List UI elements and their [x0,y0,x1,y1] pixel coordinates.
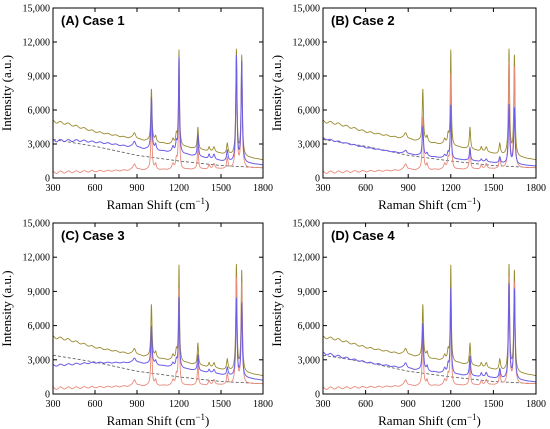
plot-frame [322,222,537,395]
x-tick-label: 1800 [526,183,546,194]
x-tick-label: 600 [358,399,373,410]
x-axis-title: Raman Shift (cm−1) [378,196,481,212]
y-axis-title: Intensity (a.u.) [269,55,284,131]
panel-3: 300 600 900 1200 1500 1800 0 3,000 6,000 9,000 12,… [0,219,273,429]
series-raw-line [323,48,536,161]
y-tick-label: 12,000 [293,253,321,264]
series-processed-line [323,103,536,167]
y-tick-label: 9,000 [298,287,321,298]
x-axis-title: Raman Shift (cm−1) [107,196,210,212]
x-tick-label: 900 [130,399,145,410]
panel-title: (B) Case 2 [331,13,395,28]
y-tick-label: 0 [45,390,50,401]
series-reference-line [323,276,536,390]
series-baseline-line [323,139,536,169]
series-raw-line [53,263,263,377]
x-tick-label: 1200 [169,183,189,194]
y-tick-label: 6,000 [298,106,321,117]
series-processed-line [53,55,263,166]
plot-frame [52,222,264,395]
plot-area [323,48,536,174]
y-tick-label: 15,000 [293,219,321,230]
series-processed-line [323,283,536,383]
y-axis-title: Intensity (a.u.) [269,270,284,346]
series-raw-line [323,263,536,377]
panel-title: (A) Case 1 [61,13,125,28]
x-tick-label: 600 [88,399,103,410]
y-tick-label: 3,000 [28,140,51,151]
series-reference-line [323,61,536,174]
x-tick-label: 300 [46,183,61,194]
y-tick-label: 12,000 [293,38,321,49]
y-axis-title: Intensity (a.u.) [0,55,14,131]
x-tick-label: 900 [401,183,416,194]
y-tick-label: 3,000 [28,355,51,366]
y-axis-title: Intensity (a.u.) [0,270,14,346]
y-tick-label: 12,000 [23,253,51,264]
x-axis-title: Raman Shift (cm−1) [107,412,210,428]
series-baseline-line [53,354,263,385]
y-tick-label: 6,000 [298,321,321,332]
y-tick-label: 15,000 [293,4,321,15]
y-tick-label: 0 [315,174,320,185]
plot-area [53,48,263,174]
x-tick-label: 900 [401,399,416,410]
x-tick-label: 1800 [253,183,273,194]
y-tick-label: 9,000 [28,72,51,83]
y-tick-label: 3,000 [298,140,321,151]
panel-4: 300 600 900 1200 1500 1800 0 3,000 6,000 9,000 12,… [269,219,546,429]
x-tick-label: 600 [88,183,103,194]
x-tick-label: 1500 [211,399,231,410]
x-axis-title: Raman Shift (cm−1) [378,412,481,428]
x-tick-label: 600 [358,183,373,194]
y-tick-label: 9,000 [28,287,51,298]
series-processed-line [53,296,263,381]
y-tick-label: 9,000 [298,72,321,83]
series-reference-line [53,61,263,174]
x-tick-label: 300 [316,399,331,410]
panel-1: 300 600 900 1200 1500 1800 0 3,000 6,000 9,000 12,… [0,4,273,213]
x-tick-label: 1500 [211,183,231,194]
x-tick-label: 300 [46,399,61,410]
series-baseline-line [53,139,263,169]
y-tick-label: 0 [45,174,50,185]
x-tick-label: 1200 [169,399,189,410]
y-tick-label: 15,000 [23,219,51,230]
x-tick-label: 1500 [483,183,503,194]
x-tick-label: 1500 [483,399,503,410]
x-tick-label: 300 [316,183,331,194]
panel-title: (D) Case 4 [331,228,395,243]
x-tick-label: 900 [130,183,145,194]
series-reference-line [53,276,263,390]
panel-title: (C) Case 3 [61,228,125,243]
y-tick-label: 12,000 [23,38,51,49]
plot-area [53,263,263,390]
x-tick-label: 1200 [441,183,461,194]
y-tick-label: 3,000 [298,355,321,366]
plot-frame [52,7,264,179]
plot-frame [322,7,537,179]
x-tick-label: 1800 [526,399,546,410]
y-tick-label: 6,000 [28,321,51,332]
y-tick-label: 6,000 [28,106,51,117]
x-tick-label: 1200 [441,399,461,410]
panel-2: 300 600 900 1200 1500 1800 0 3,000 6,000 9,000 12,… [269,4,546,213]
series-raw-line [53,48,263,161]
y-tick-label: 0 [315,390,320,401]
plot-area [323,263,536,390]
x-tick-label: 1800 [253,399,273,410]
y-tick-label: 15,000 [23,4,51,15]
